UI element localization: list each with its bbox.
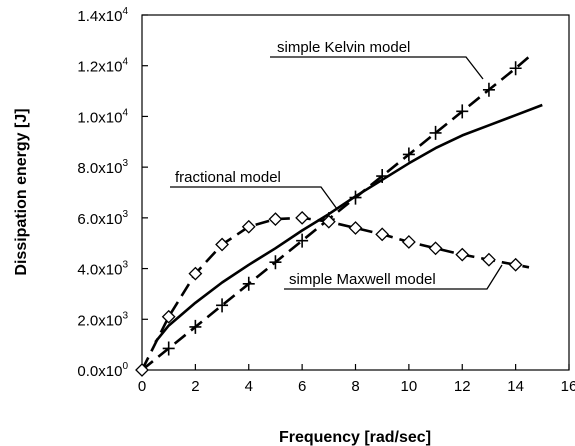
fractional-annotation: fractional model	[175, 169, 281, 186]
plus-marker	[509, 61, 522, 76]
diamond-marker	[508, 257, 523, 272]
y-tick-mantissa: 2.0x10	[77, 312, 122, 329]
y-tick-label: 1.4x104	[77, 6, 128, 25]
y-tick-mantissa: 1.4x10	[77, 8, 122, 25]
diamond-marker	[455, 247, 470, 262]
y-tick-exponent: 3	[122, 260, 128, 271]
diamond-marker	[135, 363, 149, 377]
y-tick-mantissa: 4.0x10	[77, 262, 122, 279]
series-1	[154, 103, 543, 343]
y-tick-exponent: 3	[122, 209, 128, 220]
x-axis-label: Frequency [rad/sec]	[279, 429, 431, 446]
plus-marker	[269, 255, 282, 270]
x-tick-label: 0	[138, 378, 146, 395]
x-tick-label: 16	[561, 378, 575, 395]
diamond-marker	[321, 214, 336, 229]
y-tick-mantissa: 1.2x10	[77, 59, 122, 76]
annotation-layer: simple Kelvin model fractional model sim…	[170, 39, 503, 290]
diamond-marker	[348, 221, 363, 235]
plus-marker	[482, 82, 495, 97]
y-tick-exponent: 3	[122, 310, 128, 321]
plus-marker	[402, 147, 415, 162]
y-tick-exponent: 4	[122, 57, 128, 68]
series-0	[141, 55, 530, 372]
x-tick-label: 4	[245, 378, 253, 395]
fractional-leader-line	[170, 186, 338, 210]
series-line	[140, 216, 530, 371]
series-layer	[135, 55, 543, 377]
x-tick-label: 10	[401, 378, 418, 395]
y-axis-label: Dissipation energy [J]	[13, 108, 30, 275]
kelvin-annotation: simple Kelvin model	[277, 39, 410, 56]
x-axis-ticks: 0 2 4 6 8 10 12 14 16	[138, 364, 575, 395]
y-tick-exponent: 4	[122, 6, 128, 17]
x-tick-label: 8	[351, 378, 359, 395]
y-tick-label: 8.0x103	[77, 158, 128, 177]
x-tick-label: 14	[507, 378, 524, 395]
diamond-marker	[482, 252, 496, 267]
y-tick-exponent: 0	[122, 361, 128, 372]
diamond-marker	[188, 266, 203, 281]
y-tick-mantissa: 6.0x10	[77, 211, 122, 228]
plus-marker	[429, 125, 442, 140]
y-axis-ticks: 0.0x1002.0x1034.0x1036.0x1038.0x1031.0x1…	[77, 6, 148, 380]
series-line	[141, 55, 530, 372]
diamond-marker	[268, 212, 283, 227]
diamond-marker	[375, 227, 390, 242]
diamond-marker	[161, 309, 176, 324]
plus-marker	[189, 319, 202, 334]
maxwell-annotation: simple Maxwell model	[289, 271, 436, 288]
x-tick-label: 6	[298, 378, 306, 395]
series-line	[154, 103, 543, 343]
y-tick-label: 2.0x103	[77, 310, 128, 329]
x-tick-label: 12	[454, 378, 471, 395]
diamond-marker	[295, 210, 310, 225]
maxwell-leader-line	[284, 264, 503, 290]
plus-marker	[456, 104, 469, 119]
y-tick-label: 4.0x103	[77, 260, 128, 279]
kelvin-leader-line	[270, 56, 484, 80]
y-tick-mantissa: 0.0x10	[77, 363, 122, 380]
plus-marker	[216, 298, 229, 313]
diamond-marker	[428, 241, 443, 256]
y-tick-exponent: 3	[122, 158, 128, 169]
diamond-marker	[215, 237, 229, 252]
y-tick-mantissa: 1.0x10	[77, 109, 122, 126]
x-tick-label: 2	[191, 378, 199, 395]
plus-marker	[242, 276, 255, 291]
y-tick-label: 1.0x104	[77, 107, 128, 126]
y-tick-label: 0.0x100	[77, 361, 128, 380]
y-tick-mantissa: 8.0x10	[77, 160, 122, 177]
diamond-marker	[401, 235, 416, 249]
y-tick-label: 6.0x103	[77, 209, 128, 228]
series-2	[135, 210, 530, 377]
plus-marker	[296, 233, 309, 248]
y-tick-exponent: 4	[122, 107, 128, 118]
plus-marker	[162, 341, 175, 356]
diamond-marker	[241, 219, 256, 234]
y-tick-label: 1.2x104	[77, 57, 128, 76]
